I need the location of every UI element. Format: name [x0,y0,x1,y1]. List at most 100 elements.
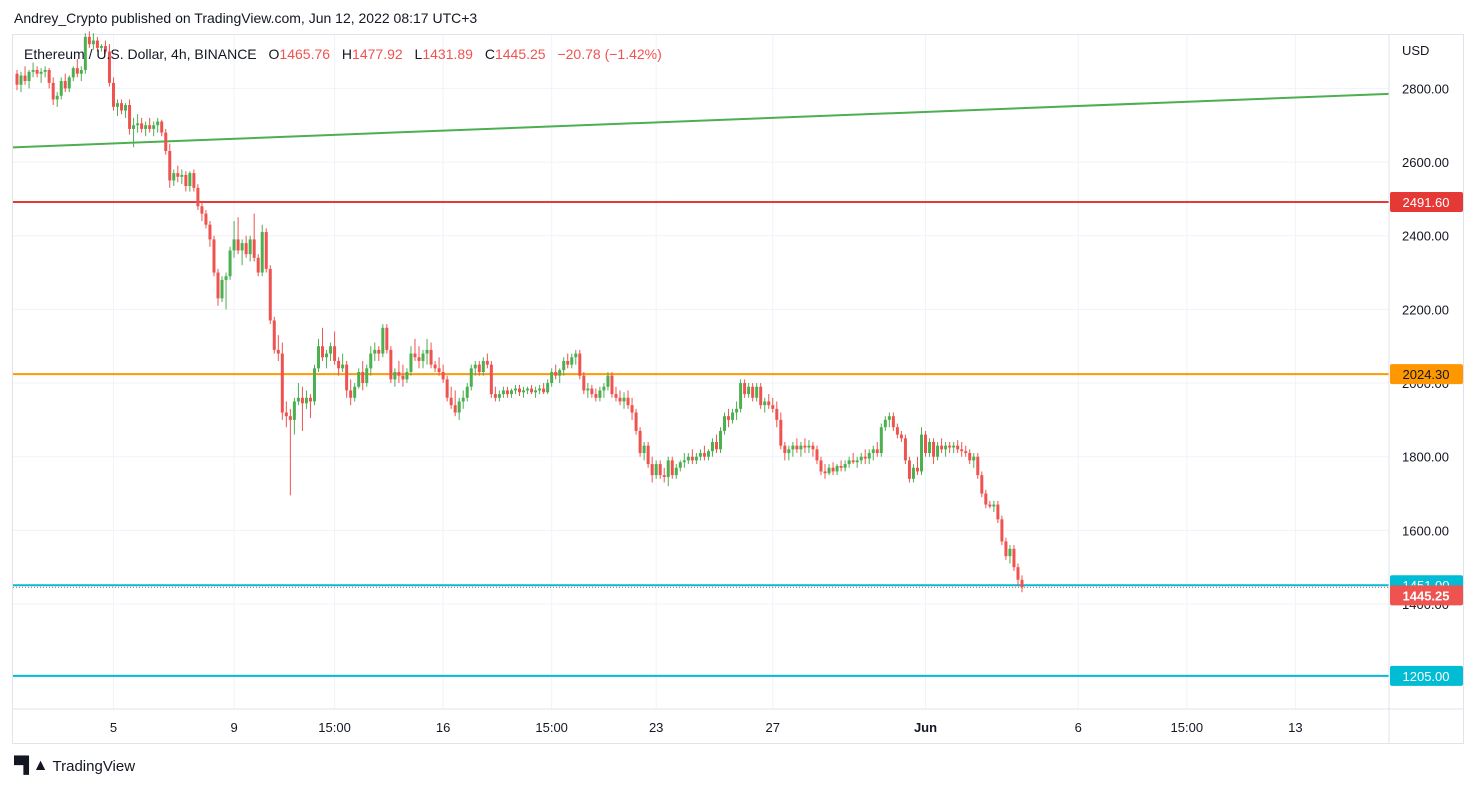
candle [771,397,775,413]
candle-body [59,81,63,96]
price-tick-label: 1800.00 [1402,450,1449,465]
candle [1000,515,1004,546]
candle-body [686,456,690,461]
candle [662,467,666,483]
candle [895,423,899,439]
candle-body [698,453,702,457]
candle-body [771,405,775,409]
candle-body [835,465,839,472]
candle-body [497,394,501,398]
tradingview-logo[interactable]: ▀▌▲ TradingView [14,757,135,775]
candle-body [859,456,863,461]
support-cyan-low-price-tag [1390,665,1463,686]
candle-body [590,388,594,395]
candle [630,397,634,420]
candle [526,386,530,395]
candle [518,384,521,396]
candle [807,440,811,454]
candle-body [19,75,23,85]
candle-body [164,132,168,152]
candle [272,316,276,354]
candle [626,390,630,409]
close-value: 1445.25 [494,46,546,62]
candle-body [650,464,654,476]
candle [1004,537,1008,560]
candle-body [389,349,393,380]
chart-frame[interactable] [12,34,1464,744]
candle-body [851,460,855,463]
trend-line-group [12,92,1390,149]
candle-body [759,386,763,406]
candle [43,66,47,78]
candle [936,441,940,461]
symbol-name[interactable]: Ethereum / U.S. Dollar, 4h, BINANCE [24,46,257,62]
candle [702,445,706,461]
candle-body [815,449,819,461]
candle-body [626,397,630,406]
candle [63,73,67,93]
open-value: 1465.76 [279,46,331,62]
candle-body [260,232,264,273]
candle-body [341,364,345,369]
candle [883,416,887,431]
candle-body [473,364,477,369]
candle [296,383,300,406]
candle-body [224,276,228,280]
candle-body [518,388,521,393]
candle [224,272,228,310]
candle-body [63,81,67,89]
candle-body [1008,548,1012,557]
candle-body [357,372,361,387]
candle-body [747,386,751,395]
candle [859,453,863,465]
candle-body [847,460,851,465]
candle-body [678,462,682,468]
time-tick-label: Jun [914,720,937,735]
resistance-red-price-tag [1390,191,1463,212]
change-value: −20.78 (−1.42%) [557,46,662,62]
candle-body [51,82,55,100]
candle-body [1020,579,1024,588]
candle-body [618,397,622,402]
candle [566,353,570,369]
candle [594,388,598,402]
candle-body [425,349,429,354]
candle [212,235,216,277]
candle-body [312,368,316,402]
candle [530,384,534,395]
candle-body [369,353,373,369]
candle-body [124,104,128,111]
candle-body [308,397,312,402]
candle-body [103,46,107,52]
candle [120,99,124,115]
candle-body [731,412,735,420]
candle-body [192,173,196,188]
candle-body [735,408,739,413]
candle [19,71,23,93]
candle [441,364,445,384]
candle [107,44,111,87]
candle-body [453,405,457,413]
candle-body [248,239,252,255]
candle-body [152,125,156,129]
price-tick-label: 1600.00 [1402,523,1449,538]
candle-body [610,375,614,395]
candle-body [268,268,272,321]
candle-body [968,453,972,461]
candle [638,427,642,457]
candle [128,99,132,135]
candle-body [944,445,948,450]
candle-body [530,388,534,393]
candle [31,62,35,78]
candle [690,449,694,465]
candle [421,349,425,369]
candle-body [39,71,43,74]
candle-body [144,125,148,129]
candle-body [325,353,329,358]
candle [928,438,932,457]
candle [373,342,377,361]
candle [417,346,421,369]
candle [409,346,413,376]
candle [903,434,907,465]
